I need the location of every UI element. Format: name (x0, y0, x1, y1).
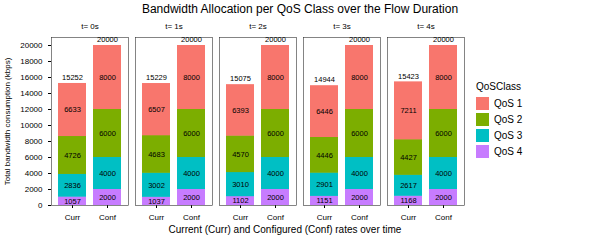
svg-text:2836: 2836 (64, 181, 81, 190)
svg-text:4000: 4000 (351, 169, 368, 178)
svg-text:Curr: Curr (401, 213, 417, 222)
svg-text:Curr: Curr (233, 213, 249, 222)
svg-text:4000: 4000 (99, 169, 116, 178)
svg-text:6000: 6000 (435, 129, 452, 138)
svg-text:2000: 2000 (267, 193, 284, 202)
html-text:Bandwidth Allocation per QoS C: Bandwidth Allocation per QoS Class over … (141, 2, 459, 16)
svg-text:6000: 6000 (25, 153, 43, 162)
svg-text:t= 0s: t= 0s (81, 22, 99, 31)
svg-text:20000: 20000 (97, 35, 118, 44)
svg-text:8000: 8000 (25, 137, 43, 146)
svg-text:20000: 20000 (181, 35, 202, 44)
svg-text:15423: 15423 (398, 72, 419, 81)
svg-text:20000: 20000 (20, 41, 43, 50)
svg-text:2000: 2000 (183, 193, 200, 202)
svg-text:7211: 7211 (400, 106, 416, 115)
svg-text:Curr: Curr (65, 213, 81, 222)
svg-text:t= 4s: t= 4s (417, 22, 435, 31)
svg-text:3002: 3002 (148, 181, 165, 190)
svg-text:Conf: Conf (351, 213, 369, 222)
svg-text:2000: 2000 (435, 193, 452, 202)
svg-text:16000: 16000 (20, 73, 43, 82)
svg-text:2617: 2617 (400, 181, 417, 190)
svg-text:4000: 4000 (183, 169, 200, 178)
svg-text:Conf: Conf (435, 213, 453, 222)
svg-text:1151: 1151 (316, 196, 332, 205)
svg-text:10000: 10000 (20, 121, 43, 130)
svg-text:t= 2s: t= 2s (249, 22, 267, 31)
svg-text:1057: 1057 (64, 197, 81, 206)
svg-text:4446: 4446 (316, 151, 333, 160)
svg-text:2000: 2000 (99, 193, 116, 202)
svg-text:4000: 4000 (435, 169, 452, 178)
svg-text:Curr: Curr (317, 213, 333, 222)
svg-text:8000: 8000 (99, 73, 116, 82)
svg-text:8000: 8000 (351, 73, 368, 82)
svg-text:6000: 6000 (267, 129, 284, 138)
svg-text:t= 3s: t= 3s (333, 22, 351, 31)
html-text:QoS 3: QoS 3 (494, 130, 523, 141)
svg-text:1102: 1102 (232, 196, 248, 205)
html-text:QoS 4: QoS 4 (494, 146, 523, 157)
svg-text:Conf: Conf (99, 213, 117, 222)
svg-text:20000: 20000 (265, 35, 286, 44)
svg-text:4000: 4000 (267, 169, 284, 178)
svg-text:18000: 18000 (20, 57, 43, 66)
svg-text:15075: 15075 (230, 74, 251, 83)
svg-text:14944: 14944 (314, 75, 335, 84)
svg-text:15229: 15229 (146, 73, 167, 82)
html-text:QoS 1: QoS 1 (494, 98, 523, 109)
svg-text:14000: 14000 (20, 89, 43, 98)
svg-text:Total bandwidth consumption (k: Total bandwidth consumption (kbps) (3, 57, 12, 185)
svg-text:6393: 6393 (232, 106, 249, 115)
svg-text:15252: 15252 (62, 73, 83, 82)
svg-text:0: 0 (38, 201, 43, 210)
svg-text:8000: 8000 (267, 73, 284, 82)
svg-text:20000: 20000 (349, 35, 370, 44)
svg-text:6507: 6507 (148, 105, 165, 114)
svg-text:4726: 4726 (64, 151, 81, 160)
svg-text:2000: 2000 (25, 185, 43, 194)
svg-text:1037: 1037 (148, 197, 165, 206)
svg-text:t= 1s: t= 1s (165, 22, 183, 31)
svg-text:6446: 6446 (316, 107, 333, 116)
svg-text:Conf: Conf (267, 213, 285, 222)
svg-text:6000: 6000 (351, 129, 368, 138)
svg-text:6633: 6633 (64, 105, 81, 114)
svg-text:20000: 20000 (433, 35, 454, 44)
svg-text:4683: 4683 (148, 150, 165, 159)
svg-text:Conf: Conf (183, 213, 201, 222)
svg-text:1168: 1168 (400, 196, 416, 205)
svg-text:Curr: Curr (149, 213, 165, 222)
html-text:Current (Curr) and Configured: Current (Curr) and Configured (Conf) rat… (168, 224, 402, 235)
svg-text:6000: 6000 (183, 129, 200, 138)
html-text:QoSClass: QoSClass (476, 80, 521, 92)
svg-text:4000: 4000 (25, 169, 43, 178)
svg-text:12000: 12000 (20, 105, 43, 114)
html-text:QoS 2: QoS 2 (494, 114, 523, 125)
svg-text:4427: 4427 (400, 153, 417, 162)
svg-text:4570: 4570 (232, 150, 249, 159)
svg-text:2000: 2000 (351, 193, 368, 202)
svg-text:2901: 2901 (316, 180, 333, 189)
svg-text:3010: 3010 (232, 180, 249, 189)
svg-text:6000: 6000 (99, 129, 116, 138)
svg-text:8000: 8000 (183, 73, 200, 82)
svg-text:8000: 8000 (435, 73, 452, 82)
